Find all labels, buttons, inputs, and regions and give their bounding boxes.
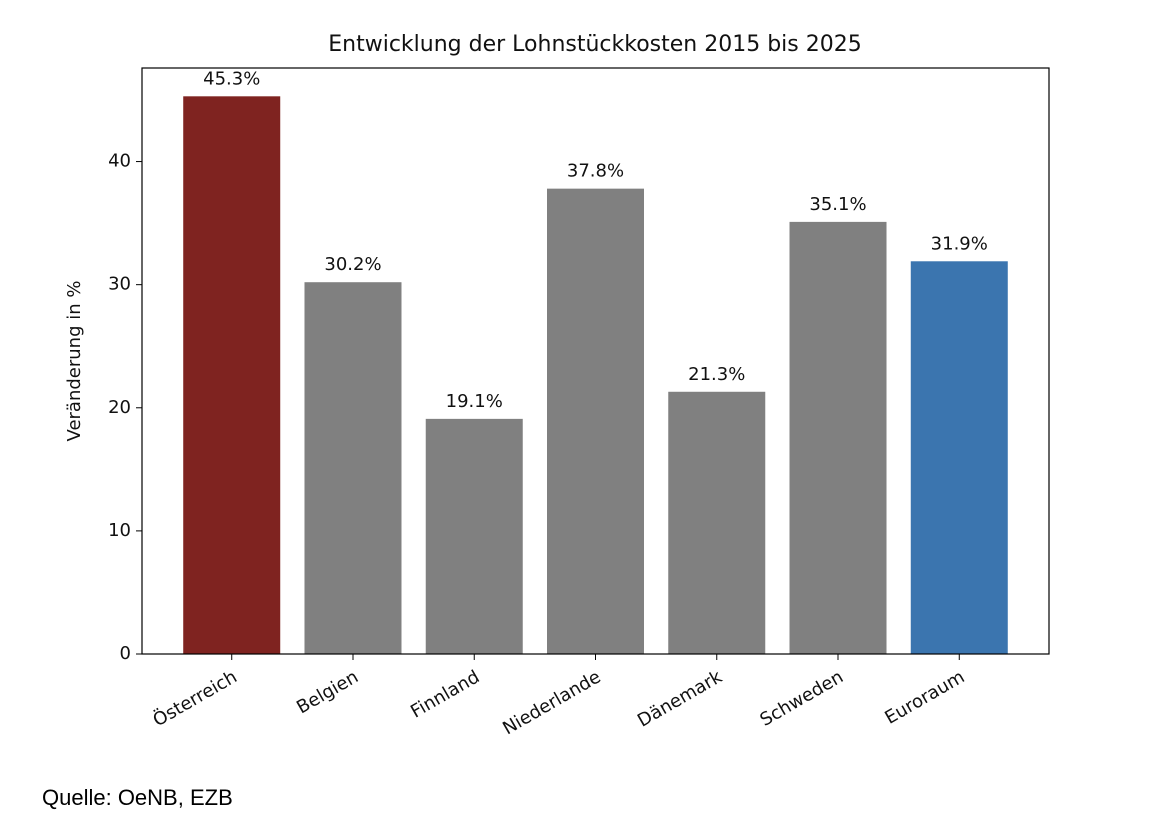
y-tick-label: 0 [120,643,131,664]
source-note: Quelle: OeNB, EZB [42,785,233,810]
y-axis-label: Veränderung in % [64,281,85,442]
x-tick-label: Belgien [293,666,362,718]
bar [910,261,1008,654]
bar [789,221,887,655]
y-tick-label: 20 [108,397,131,418]
x-tick-label: Niederlande [499,666,604,739]
x-tick-label: Finnland [407,666,483,722]
plot-frame [141,67,1050,655]
y-tick-label: 30 [108,274,131,295]
value-label: 31.9% [931,233,988,254]
x-tick-label: Schweden [756,666,847,730]
bar [546,188,645,654]
x-tick-label: Österreich [149,666,241,732]
value-label: 21.3% [688,364,745,385]
x-tick-label: Dänemark [634,666,726,731]
value-label: 19.1% [446,391,503,412]
chart-title: Entwicklung der Lohnstückkosten 2015 bis… [328,32,861,57]
y-tick-label: 10 [108,520,131,541]
x-tick-label: Euroraum [881,666,968,728]
bar [304,282,402,654]
bar [425,418,523,654]
value-label: 30.2% [324,254,381,275]
bar [183,96,281,654]
value-label: 37.8% [567,161,624,182]
value-label: 35.1% [809,194,866,215]
y-tick-label: 40 [108,151,131,172]
value-label: 45.3% [203,68,260,89]
bar [668,391,766,654]
